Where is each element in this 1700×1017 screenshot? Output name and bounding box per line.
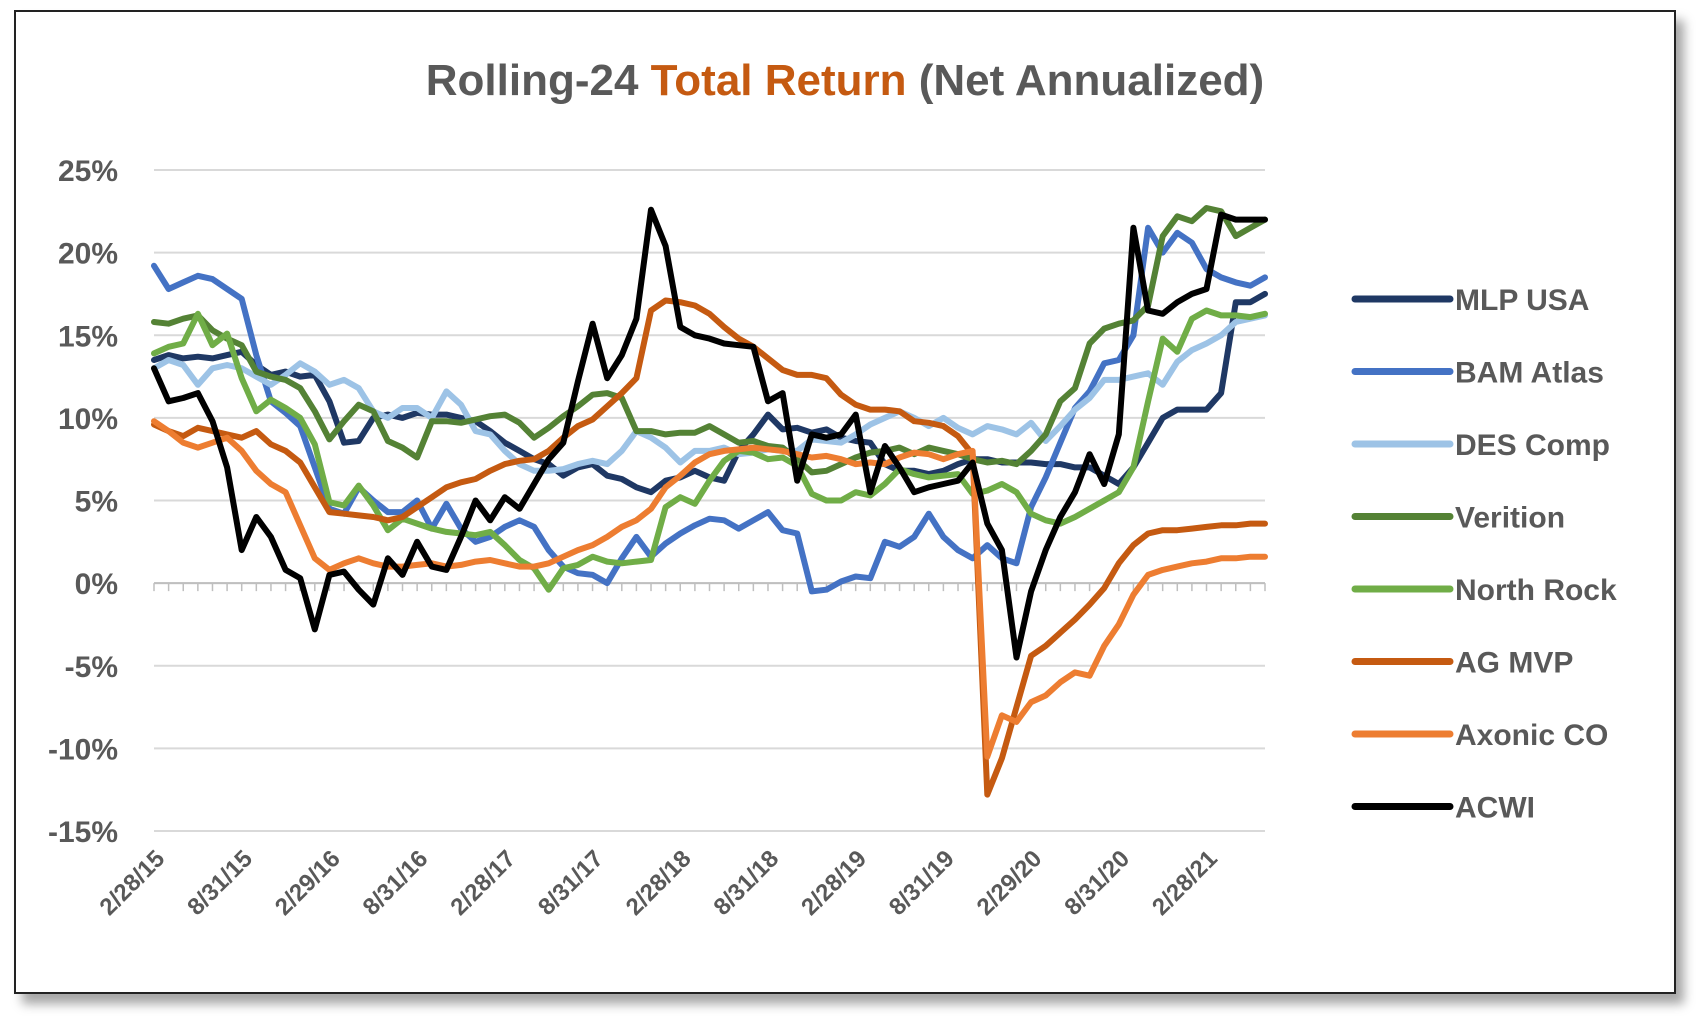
y-tick-label: 10%	[58, 403, 118, 436]
y-tick-label: -15%	[48, 816, 118, 849]
x-tick-label: 2/29/20	[972, 845, 1048, 921]
legend: MLP USA BAM Atlas DES Comp Verition North Ro…	[1351, 284, 1617, 825]
legend-label-ag-mvp: AG MVP	[1455, 647, 1573, 680]
x-tick-label: 2/28/15	[95, 845, 171, 921]
series-line-axonic-co	[151, 418, 1268, 760]
x-tick-label: 8/31/20	[1059, 845, 1135, 921]
legend-label-des-comp: DES Comp	[1455, 429, 1610, 462]
title-part-1: Total Return	[651, 56, 907, 105]
series-line-north-rock	[151, 307, 1268, 593]
series-line-bam-atlas	[151, 224, 1268, 595]
x-tick-label: 8/31/16	[358, 845, 434, 921]
y-tick-label: 15%	[58, 320, 118, 353]
y-tick-label: 25%	[58, 155, 118, 188]
chart-title: Rolling-24 Total Return (Net Annualized)	[426, 56, 1264, 105]
y-tick-label: 0%	[75, 568, 118, 601]
x-tick-label: 2/29/16	[270, 845, 346, 921]
x-tick-label: 8/31/15	[182, 845, 258, 921]
x-tick-label: 2/28/18	[621, 845, 697, 921]
series-line-verition	[151, 205, 1268, 476]
x-tick-label: 8/31/18	[709, 845, 785, 921]
legend-label-acwi: ACWI	[1455, 792, 1535, 825]
y-tick-label: -10%	[48, 733, 118, 766]
legend-label-verition: Verition	[1455, 502, 1565, 535]
x-tick-label: 2/28/19	[796, 845, 872, 921]
series-line-des-comp	[151, 312, 1268, 474]
y-axis: 25% 20% 15% 10% 5% 0% -5% -10% -15%	[48, 155, 118, 849]
title-part-0: Rolling-24	[426, 56, 651, 105]
y-tick-label: 20%	[58, 238, 118, 271]
legend-label-mlp-usa: MLP USA	[1455, 284, 1589, 317]
series-lines	[151, 205, 1268, 798]
y-tick-label: -5%	[65, 651, 118, 684]
x-axis: 2/28/15 8/31/15 2/29/16 8/31/16 2/28/17 8/31/…	[95, 582, 1266, 921]
y-tick-label: 5%	[75, 486, 118, 519]
series-line-acwi	[151, 206, 1268, 661]
title-part-2: (Net Annualized)	[907, 56, 1265, 105]
x-tick-label: 2/28/21	[1147, 845, 1223, 921]
x-tick-label: 8/31/17	[533, 845, 609, 921]
x-tick-label: 2/28/17	[445, 845, 521, 921]
legend-label-axonic-co: Axonic CO	[1455, 719, 1608, 752]
legend-label-north-rock: North Rock	[1455, 574, 1617, 607]
legend-label-bam-atlas: BAM Atlas	[1455, 357, 1604, 390]
series-line-ag-mvp	[151, 297, 1268, 798]
x-tick-label: 8/31/19	[884, 845, 960, 921]
